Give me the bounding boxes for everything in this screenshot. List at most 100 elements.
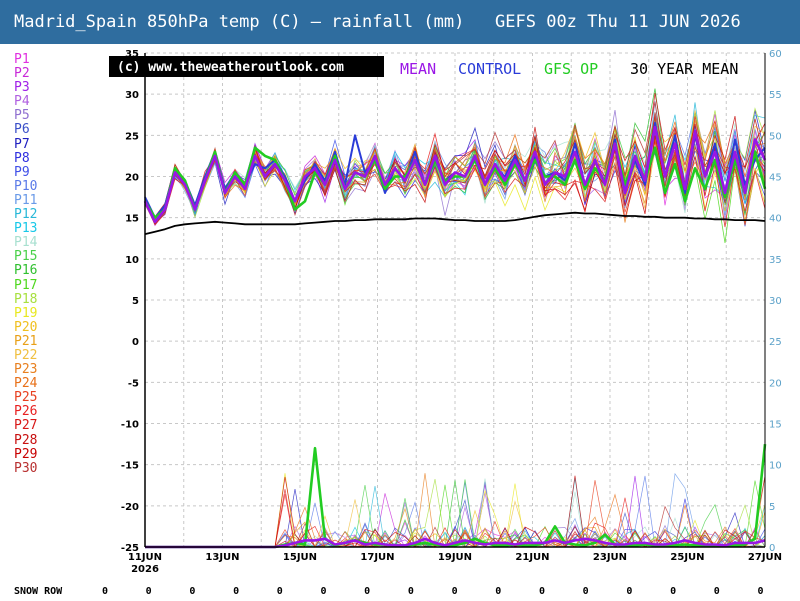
y-right-tick: 55 — [769, 90, 782, 101]
legend-p16: P16 — [14, 263, 38, 279]
y-right-tick: 35 — [769, 255, 782, 266]
y-right-tick: 25 — [769, 337, 782, 348]
y-left-tick: 20 — [125, 173, 139, 184]
x-tick-label: 11JUN — [128, 552, 162, 563]
snow-row-value: 0 — [101, 586, 109, 597]
legend-p11: P11 — [14, 192, 38, 208]
y-left-tick: 15 — [125, 214, 139, 225]
snow-row-value: 0 — [407, 586, 414, 597]
ensemble-rain-p25 — [145, 480, 765, 548]
y-left-tick: 35 — [125, 49, 139, 60]
perturbation-legend: P1 P2 P3 P4 P5 P6 P7 P8 P9 P10 P11 P12 P13 P14 P15 P16 P… — [14, 52, 74, 476]
legend-p29: P29 — [14, 446, 38, 462]
legend-p5: P5 — [14, 108, 30, 124]
legend-p3: P3 — [14, 80, 30, 96]
snow-row-value: 0 — [189, 586, 196, 597]
axis-labels: 35 60 30 55 25 50 20 45 15 40 10 35 5 30 0 25 -5 20 -10 15 -… — [121, 49, 782, 575]
legend-p9: P9 — [14, 164, 30, 180]
legend-p12: P12 — [14, 207, 38, 223]
y-left-tick: -10 — [121, 420, 139, 431]
legend-p30: P30 — [14, 460, 38, 476]
legend-p24: P24 — [14, 376, 38, 392]
x-tick-label: 23JUN — [593, 552, 627, 563]
x-year-label: 2026 — [131, 564, 159, 575]
snow-row-value: 0 — [364, 586, 371, 597]
ensemble-rain-p15 — [145, 479, 766, 548]
snow-row-value: 0 — [495, 586, 502, 597]
snow-row-value: 0 — [233, 586, 240, 597]
y-left-tick: 10 — [125, 255, 139, 266]
x-tick-label: 13JUN — [205, 552, 239, 563]
legend-item: MEAN — [400, 60, 436, 78]
y-right-tick: 5 — [769, 502, 775, 513]
watermark-box — [109, 56, 384, 77]
y-right-tick: 10 — [769, 461, 782, 472]
legend-p17: P17 — [14, 277, 38, 293]
legend-p15: P15 — [14, 249, 38, 265]
y-right-tick: 30 — [769, 296, 782, 307]
legend-item: 30 YEAR MEAN — [630, 60, 738, 78]
legend-p10: P10 — [14, 178, 38, 194]
legend-p27: P27 — [14, 418, 38, 434]
legend-p2: P2 — [14, 66, 30, 82]
watermark-text: (c) www.theweatheroutlook.com — [117, 60, 344, 75]
x-tick-label: 15JUN — [283, 552, 317, 563]
y-left-tick: 25 — [125, 131, 139, 142]
ensemble-rain-p14 — [145, 478, 765, 548]
series-30-year-mean — [144, 211, 766, 235]
series-mean — [143, 125, 767, 224]
chart-axes — [144, 53, 766, 548]
chart-title: Madrid_Spain 850hPa temp (C) — rainfall … — [0, 0, 800, 44]
legend-p14: P14 — [14, 235, 38, 251]
y-right-tick: 60 — [769, 49, 782, 60]
y-left-tick: -25 — [121, 543, 139, 554]
ensemble-rain-p13 — [145, 477, 766, 548]
legend-p28: P28 — [14, 432, 38, 448]
snow-row-value: 0 — [626, 586, 633, 597]
ensemble-rain-p18 — [145, 479, 766, 548]
snow-row: SNOW ROW 0 0 0 0 0 0 0 0 0 0 0 0 0 0 0 0 — [0, 583, 800, 601]
x-tick-label: 21JUN — [515, 552, 549, 563]
x-tick-label: 27JUN — [748, 552, 782, 563]
legend-p4: P4 — [14, 94, 30, 110]
snow-row-label: SNOW ROW — [14, 586, 63, 597]
y-right-tick: 20 — [769, 378, 782, 389]
x-tick-label: 17JUN — [360, 552, 394, 563]
legend-item: GFS OP — [544, 60, 598, 78]
snow-row-value: 0 — [451, 586, 458, 597]
watermark-group: (c) www.theweatheroutlook.com MEAN CONTROL… — [109, 56, 738, 78]
snow-row-value: 0 — [713, 586, 720, 597]
legend-p22: P22 — [14, 347, 38, 363]
ensemble-rain-p17 — [145, 480, 766, 548]
y-left-tick: -5 — [128, 378, 139, 389]
snow-row-value: 0 — [320, 586, 327, 597]
legend-p18: P18 — [14, 291, 38, 307]
x-tick-label: 25JUN — [670, 552, 704, 563]
y-right-tick: 15 — [769, 420, 782, 431]
snow-row-value: 0 — [538, 586, 546, 597]
legend-p7: P7 — [14, 136, 30, 152]
snow-row-value: 0 — [276, 586, 283, 597]
legend-p26: P26 — [14, 404, 38, 420]
legend-p8: P8 — [14, 150, 30, 166]
series-gfs-op — [143, 142, 767, 219]
legend-p23: P23 — [14, 362, 38, 378]
snow-row-value: 0 — [670, 586, 677, 597]
legend-p6: P6 — [14, 122, 30, 138]
legend-p1: P1 — [14, 52, 30, 67]
y-right-tick: 40 — [769, 214, 782, 225]
y-left-tick: -20 — [121, 502, 139, 513]
legend-p13: P13 — [14, 221, 38, 237]
y-left-tick: 30 — [125, 90, 139, 101]
snow-row-value: 0 — [145, 586, 152, 597]
legend-p25: P25 — [14, 390, 38, 406]
legend-p19: P19 — [14, 305, 38, 321]
y-right-tick: 45 — [769, 173, 782, 184]
legend-p21: P21 — [14, 333, 38, 349]
snow-row-value: 0 — [582, 586, 589, 597]
y-right-tick: 0 — [769, 543, 775, 554]
y-left-tick: 5 — [132, 296, 139, 307]
legend-p20: P20 — [14, 319, 38, 335]
y-right-tick: 50 — [769, 131, 782, 142]
